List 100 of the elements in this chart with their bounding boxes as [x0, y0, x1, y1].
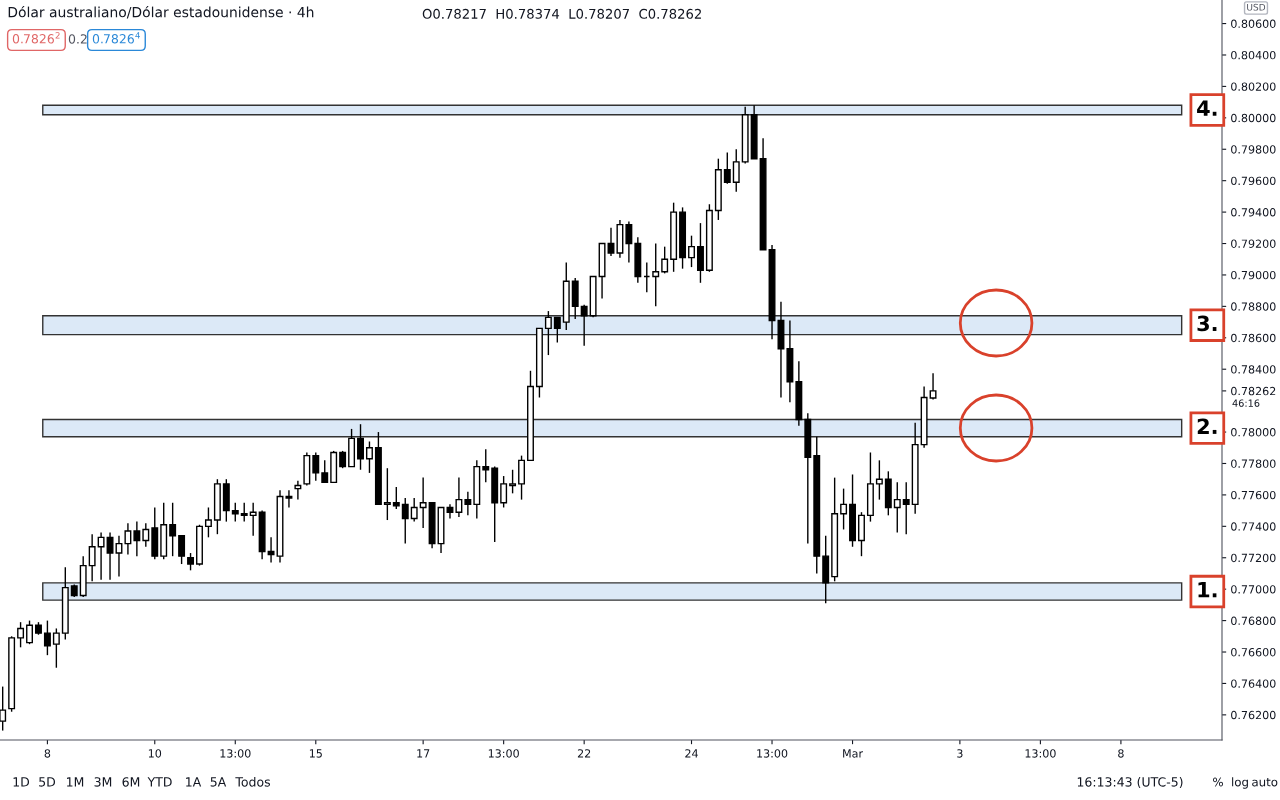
text: Todos [235, 776, 271, 787]
y-tick-label: 0.76600 [1231, 647, 1276, 657]
candlestick [625, 220, 633, 264]
candlestick [607, 227, 615, 257]
annotation: 0.7826$^{4}$ [92, 32, 140, 44]
text: 16:13:43 (UTC-5) [1077, 776, 1183, 789]
text: % [1213, 777, 1223, 787]
candlestick [732, 148, 740, 193]
text: 5A [210, 777, 227, 787]
x-tick-label: 8 [1118, 749, 1124, 758]
text: 1D [13, 777, 30, 787]
candlestick [509, 469, 517, 495]
x-tick-label: 17 [417, 749, 430, 758]
candlestick [240, 502, 248, 523]
y-tick-label: 0.76800 [1231, 616, 1276, 625]
y-tick-label: 0.79200 [1231, 239, 1276, 248]
candlestick [696, 222, 704, 284]
candlestick [500, 475, 508, 509]
candlestick [893, 481, 901, 534]
y-tick-label: 0.79000 [1231, 270, 1276, 280]
x-tick-label: 13:00 [220, 749, 251, 758]
candlestick [544, 310, 552, 356]
y-tick-label: 0.76200 [1231, 710, 1276, 720]
y-tick-label: 0.77400 [1231, 522, 1276, 531]
y-tick-label: 0.77200 [1231, 553, 1276, 563]
text: auto [1252, 777, 1278, 787]
candlestick [294, 480, 302, 501]
candlestick [840, 487, 848, 531]
candlestick [401, 497, 409, 545]
candlestick [97, 531, 105, 581]
candlestick [142, 522, 150, 548]
x-tick-label: 13:00 [488, 749, 519, 758]
x-tick-label: 8 [44, 749, 51, 758]
candlestick [26, 619, 33, 645]
x-tick-label: 13:00 [757, 749, 788, 758]
y-tick-label: 0.78600 [1231, 333, 1276, 343]
candlestick [392, 486, 400, 510]
band-label: 2. [1197, 418, 1217, 434]
candlestick [285, 489, 293, 509]
y-tick-label: 0.77000 [1231, 585, 1276, 594]
x-tick-label: 15 [309, 749, 322, 758]
text: YTD [147, 777, 172, 787]
y-tick-label: 0.76400 [1231, 679, 1276, 688]
candlestick [688, 234, 695, 268]
y-tick-label: 0.78000 [1231, 428, 1276, 437]
text: log [1232, 777, 1248, 789]
y-tick-label: 0.79400 [1231, 208, 1276, 217]
candlestick [482, 448, 490, 484]
candlestick [178, 535, 186, 565]
y-tick-label: 0.80600 [1231, 19, 1276, 28]
text: 6M [122, 777, 140, 787]
x-tick-label: 22 [577, 749, 591, 758]
candlestick [169, 502, 177, 557]
candlestick [875, 459, 883, 501]
chart-title: Dólar australiano/Dólar estadounidense · 4h [8, 6, 314, 19]
text: 3M [94, 777, 112, 787]
annotation: 0.7826$^{2}$ [12, 32, 60, 44]
candlestick [321, 459, 329, 484]
candlestick [43, 619, 51, 656]
band-label: 4. [1197, 100, 1217, 116]
text: 46:16 [1232, 399, 1260, 407]
candlestick [106, 531, 114, 581]
text: 5D [39, 777, 56, 787]
candlestick [410, 497, 418, 523]
text: USD [1247, 3, 1266, 11]
candlestick [115, 535, 123, 578]
candlestick [652, 242, 660, 308]
candlestick [133, 520, 141, 557]
candlestick [902, 481, 910, 535]
candlestick [88, 533, 96, 583]
candlestick [723, 151, 731, 185]
x-tick-label: 13:00 [1025, 749, 1056, 758]
candlestick [204, 506, 212, 539]
y-tick-label: 0.77600 [1231, 490, 1276, 500]
annotation: 0.2 [68, 34, 87, 44]
x-tick-label: 3 [957, 749, 963, 758]
y-tick-label: 0.79800 [1231, 145, 1276, 154]
candlestick [929, 372, 937, 401]
y-tick-label: 0.77800 [1231, 459, 1276, 468]
candlestick [312, 451, 320, 482]
candlestick [365, 440, 373, 474]
candlestick [124, 522, 132, 556]
annotation: O0.78217 H0.78374 L0.78207 C0.78262 [422, 8, 701, 19]
y-tick-label: 0.78800 [1231, 302, 1276, 311]
candlestick [661, 245, 669, 275]
candlestick [0, 685, 7, 732]
y-tick-label: 0.79600 [1231, 176, 1276, 186]
candlestick [231, 502, 239, 523]
candlestick [455, 476, 463, 518]
candlestick [580, 304, 588, 347]
x-tick-label: 24 [685, 749, 698, 758]
y-tick-label: 0.80200 [1231, 82, 1276, 91]
text: 1A [186, 777, 202, 787]
candlestick [553, 316, 561, 344]
candlestick [464, 491, 472, 517]
text: 1M [67, 777, 84, 787]
y-tick-label: 0.80400 [1231, 50, 1276, 60]
y-tick-label: 0.78262 [1231, 386, 1276, 396]
candlestick [357, 423, 364, 471]
candlestick [17, 621, 25, 648]
